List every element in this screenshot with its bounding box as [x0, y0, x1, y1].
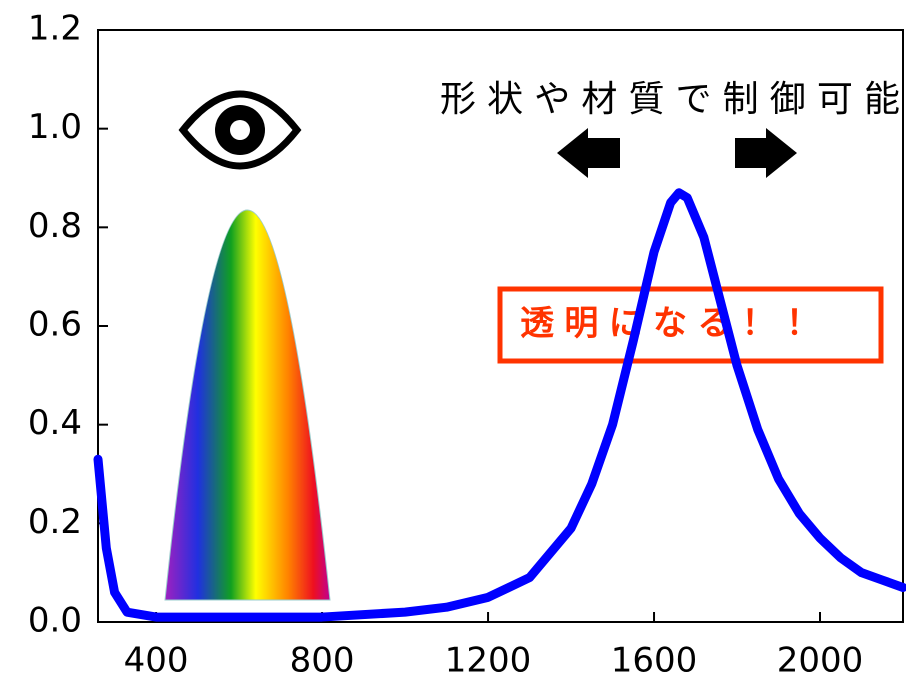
x-tick-label: 1200	[445, 641, 532, 681]
y-tick-label: 0.0	[28, 601, 82, 641]
visible-spectrum	[165, 210, 330, 600]
x-tick-label: 400	[124, 641, 189, 681]
annotation: 形状や材質で制御可能	[440, 79, 900, 120]
x-tick-label: 2000	[777, 641, 864, 681]
x-tick-label: 800	[290, 641, 355, 681]
left-arrow	[557, 128, 620, 178]
annotation: 透明になる！！	[520, 304, 820, 344]
chart: 透明になる！！ 形状や材質で制御可能 0.0 0.2 0.4 0.6 0.8 1.0 1.2…	[0, 0, 906, 685]
y-tick-label: 0.4	[28, 403, 82, 443]
y-tick-label: 0.2	[28, 502, 82, 542]
y-tick-label: 0.8	[28, 206, 82, 246]
y-tick-label: 1.2	[28, 9, 82, 49]
annotation-box	[500, 289, 881, 361]
y-tick-label: 0.6	[28, 305, 82, 345]
right-arrow	[735, 128, 797, 178]
y-tick-label: 1.0	[28, 107, 82, 147]
eye-icon	[183, 94, 297, 166]
page: {"chart_data": {"type": "line", "annotat…	[0, 0, 906, 685]
x-tick-label: 1600	[611, 641, 698, 681]
decoration: 透明になる！！ 形状や材質で制御可能	[165, 79, 900, 600]
